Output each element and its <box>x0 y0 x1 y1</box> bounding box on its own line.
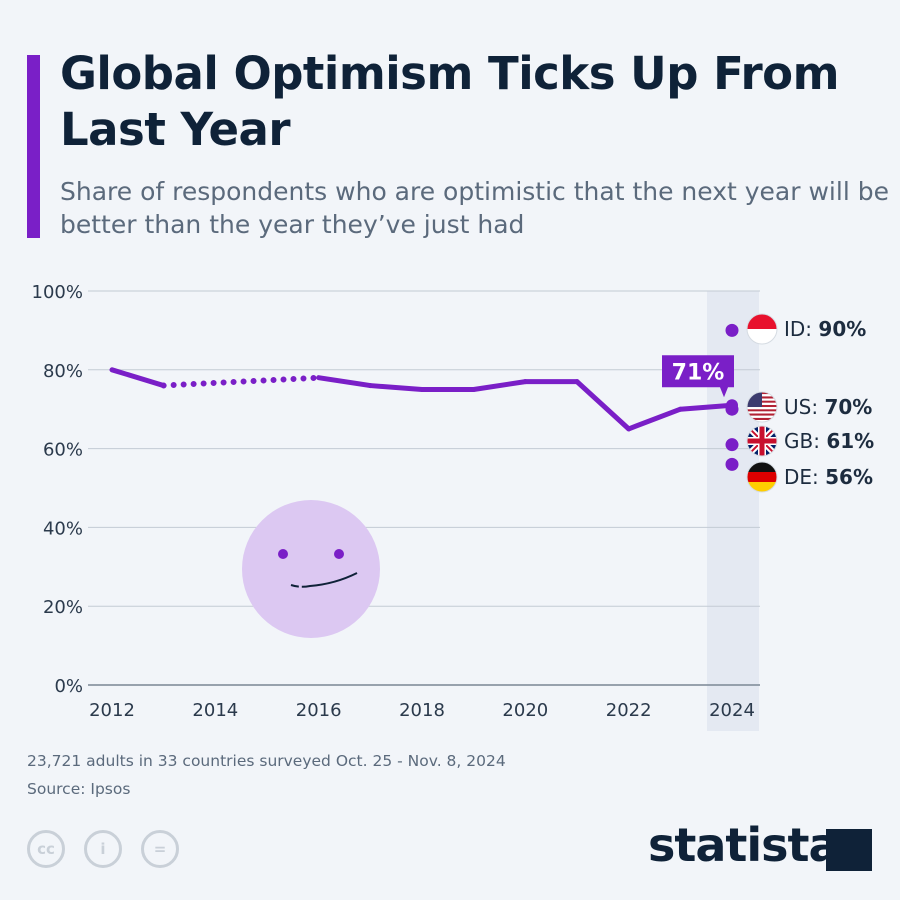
series-line-segment <box>367 383 425 392</box>
country-point <box>725 457 739 471</box>
flag-stripe <box>747 413 777 416</box>
flag-body <box>747 462 777 492</box>
country-label: DE: 56% <box>784 465 873 489</box>
accent-bar <box>27 55 40 238</box>
y-tick-label: 60% <box>43 440 83 461</box>
smiley-eye <box>278 549 288 559</box>
flag-stripe <box>747 472 777 482</box>
smiley-mouth <box>290 572 358 588</box>
x-tick-label: 2014 <box>192 700 238 721</box>
flag-stripe <box>747 417 777 420</box>
country-code: ID: <box>784 317 818 341</box>
country-label: GB: 61% <box>784 429 874 453</box>
page-title: Global Optimism Ticks Up From Last Year <box>60 47 839 156</box>
country-code: DE: <box>784 465 825 489</box>
annotation-label: 71% <box>672 360 725 385</box>
flag-stripe <box>747 420 777 422</box>
flag-stripe <box>747 329 777 344</box>
indonesia-flag-icon <box>746 313 778 345</box>
no-derivatives-icon: = <box>141 830 179 868</box>
x-tick-label: 2020 <box>502 700 548 721</box>
flag-border <box>746 391 778 423</box>
country-value: 61% <box>826 429 874 453</box>
country-point <box>725 323 739 337</box>
x-tick-label: 2022 <box>606 700 652 721</box>
series-line-segment <box>471 379 528 392</box>
flag-stripe <box>747 411 777 414</box>
y-tick-label: 80% <box>43 361 83 382</box>
y-tick-label: 40% <box>43 518 83 539</box>
country-point <box>725 402 739 416</box>
series-line-segment <box>574 379 632 432</box>
x-tick-label: 2024 <box>709 700 755 721</box>
country-label: US: 70% <box>784 395 872 419</box>
uk-flag-icon <box>746 425 778 457</box>
series-line-segment <box>109 367 167 389</box>
smiley-eye <box>334 549 344 559</box>
series-line-segment <box>626 406 683 432</box>
flag-stripe <box>747 482 777 492</box>
attribution-icon: i <box>84 830 122 868</box>
x-tick-label: 2016 <box>296 700 342 721</box>
flag-body <box>747 426 777 456</box>
y-tick-label: 0% <box>54 676 83 697</box>
series-line-dotted-segment <box>160 374 322 389</box>
flag-stripe <box>759 426 765 456</box>
statista-logo-mark <box>826 829 872 871</box>
series-line-segment <box>677 402 735 412</box>
country-code: US: <box>784 395 824 419</box>
flag-body <box>747 314 777 344</box>
x-tick-label: 2018 <box>399 700 445 721</box>
country-value: 70% <box>824 395 872 419</box>
statista-logo: statista <box>648 818 840 872</box>
germany-flag-icon <box>746 461 778 493</box>
country-code: GB: <box>784 429 826 453</box>
series-line-segment <box>316 375 373 389</box>
flag-border <box>746 425 778 457</box>
country-value: 90% <box>818 317 866 341</box>
flag-body <box>747 392 777 422</box>
flag-stripe <box>747 314 777 329</box>
flag-stripe <box>747 415 777 418</box>
survey-note: 23,721 adults in 33 countries surveyed O… <box>27 752 506 770</box>
subtitle: Share of respondents who are optimistic … <box>60 177 889 239</box>
cc-icon: cc <box>27 830 65 868</box>
flag-stripe <box>747 407 777 410</box>
source: Source: Ipsos <box>27 780 131 798</box>
flag-border <box>746 461 778 493</box>
y-tick-label: 20% <box>43 597 83 618</box>
country-label: ID: 90% <box>784 317 866 341</box>
x-tick-label: 2012 <box>89 700 135 721</box>
flag-stripe <box>747 409 777 412</box>
smiley-face-icon <box>242 500 380 638</box>
annotation-bubble <box>662 355 734 398</box>
y-tick-label: 100% <box>32 282 83 303</box>
country-value: 56% <box>825 465 873 489</box>
usa-flag-icon <box>746 391 778 423</box>
country-point <box>725 438 739 452</box>
flag-stripe <box>747 462 777 472</box>
flag-border <box>746 313 778 345</box>
